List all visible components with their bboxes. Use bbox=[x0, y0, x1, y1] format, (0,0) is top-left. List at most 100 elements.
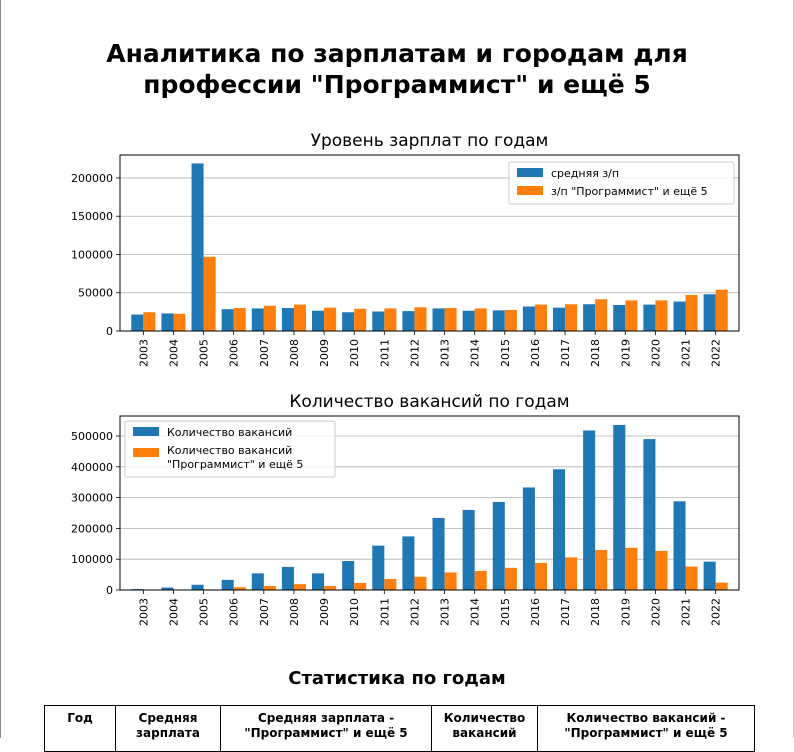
y-tick-label: 50000 bbox=[78, 287, 113, 300]
bar-avg-2021 bbox=[673, 302, 685, 331]
report-title: Аналитика по зарплатам и городам для про… bbox=[0, 38, 794, 100]
bar-prof-2020 bbox=[655, 300, 667, 331]
bar-prof-2008 bbox=[294, 584, 306, 590]
bar-prof-2013 bbox=[445, 572, 457, 590]
bar-prof-2011 bbox=[384, 579, 396, 590]
x-tick-label: 2003 bbox=[137, 598, 150, 626]
y-tick-label: 500000 bbox=[71, 430, 113, 443]
bar-prof-2022 bbox=[716, 290, 728, 331]
bar-avg-2014 bbox=[463, 510, 475, 590]
x-tick-label: 2005 bbox=[198, 339, 211, 367]
bar-prof-2019 bbox=[625, 548, 637, 590]
x-tick-label: 2004 bbox=[167, 598, 180, 626]
bar-avg-2012 bbox=[402, 536, 414, 590]
x-tick-label: 2012 bbox=[408, 598, 421, 626]
legend-swatch-1 bbox=[133, 448, 159, 457]
x-tick-label: 2018 bbox=[589, 339, 602, 367]
stats-title: Статистика по годам bbox=[0, 668, 794, 689]
x-tick-label: 2015 bbox=[499, 339, 512, 367]
bar-avg-2015 bbox=[493, 310, 505, 331]
bar-avg-2017 bbox=[553, 308, 565, 331]
bar-avg-2010 bbox=[342, 561, 354, 590]
bar-prof-2013 bbox=[445, 308, 457, 331]
bar-prof-2007 bbox=[264, 586, 276, 590]
y-tick-label: 400000 bbox=[71, 461, 113, 474]
x-tick-label: 2016 bbox=[529, 339, 542, 367]
bar-prof-2018 bbox=[595, 550, 607, 590]
bar-avg-2012 bbox=[402, 311, 414, 331]
legend-label-0: средняя з/п bbox=[551, 167, 619, 180]
vacancy-chart: Количество вакансий по годам 0 100000 20000… bbox=[0, 384, 794, 634]
bar-prof-2009 bbox=[324, 308, 336, 331]
bar-prof-2017 bbox=[565, 304, 577, 331]
report-title-line-2: профессии "Программист" и ещё 5 bbox=[0, 69, 794, 100]
bar-prof-2011 bbox=[384, 308, 396, 331]
chart-title: Количество вакансий по годам bbox=[289, 392, 569, 412]
bar-prof-2018 bbox=[595, 299, 607, 331]
x-tick-label: 2014 bbox=[469, 339, 482, 367]
x-tick-label: 2017 bbox=[559, 598, 572, 626]
salary-chart: Уровень зарплат по годам0500001000001500… bbox=[0, 124, 794, 379]
bar-prof-2008 bbox=[294, 305, 306, 331]
bar-prof-2006 bbox=[234, 308, 246, 331]
x-tick-label: 2006 bbox=[228, 598, 241, 626]
bar-avg-2018 bbox=[583, 430, 595, 590]
x-tick-label: 2015 bbox=[499, 598, 512, 626]
x-tick-label: 2010 bbox=[348, 339, 361, 367]
bar-prof-2012 bbox=[414, 307, 426, 331]
bar-avg-2022 bbox=[704, 562, 716, 590]
x-tick-label: 2016 bbox=[529, 598, 542, 626]
y-tick-label: 100000 bbox=[71, 248, 113, 261]
bar-avg-2018 bbox=[583, 304, 595, 331]
x-tick-label: 2020 bbox=[649, 339, 662, 367]
y-tick-label: 150000 bbox=[71, 210, 113, 223]
bar-prof-2005 bbox=[204, 257, 216, 331]
x-tick-label: 2020 bbox=[649, 598, 662, 626]
bar-prof-2019 bbox=[625, 300, 637, 331]
y-tick-label: 200000 bbox=[71, 172, 113, 185]
bar-avg-2009 bbox=[312, 311, 324, 331]
y-tick-label: 100000 bbox=[71, 553, 113, 566]
y-tick-label: 0 bbox=[106, 325, 113, 338]
bar-prof-2004 bbox=[173, 314, 185, 331]
x-tick-label: 2019 bbox=[619, 598, 632, 626]
y-tick-label: 300000 bbox=[71, 492, 113, 505]
bar-prof-2003 bbox=[143, 312, 155, 331]
legend-label-0: Количество вакансий bbox=[167, 426, 292, 439]
bar-avg-2008 bbox=[282, 567, 294, 590]
legend-label-1: з/п "Программист" и ещё 5 bbox=[551, 185, 708, 198]
x-tick-label: 2006 bbox=[228, 339, 241, 367]
bar-avg-2017 bbox=[553, 469, 565, 590]
bar-prof-2021 bbox=[686, 295, 698, 331]
bar-avg-2005 bbox=[192, 585, 204, 590]
bar-avg-2019 bbox=[613, 425, 625, 590]
legend-swatch-1 bbox=[517, 186, 543, 195]
bar-prof-2012 bbox=[414, 577, 426, 590]
bar-avg-2013 bbox=[433, 308, 445, 331]
bar-avg-2013 bbox=[433, 518, 445, 590]
bar-prof-2010 bbox=[354, 583, 366, 590]
x-tick-label: 2011 bbox=[378, 598, 391, 626]
x-tick-label: 2008 bbox=[288, 339, 301, 367]
x-tick-label: 2007 bbox=[258, 598, 271, 626]
bar-prof-2014 bbox=[475, 571, 487, 590]
x-tick-label: 2005 bbox=[198, 598, 211, 626]
legend-swatch-0 bbox=[517, 168, 543, 177]
bar-avg-2004 bbox=[161, 313, 173, 331]
x-tick-label: 2008 bbox=[288, 598, 301, 626]
x-tick-label: 2022 bbox=[710, 598, 723, 626]
bar-prof-2016 bbox=[535, 563, 547, 590]
x-tick-label: 2010 bbox=[348, 598, 361, 626]
bar-avg-2015 bbox=[493, 502, 505, 590]
bar-avg-2022 bbox=[704, 294, 716, 331]
bar-prof-2022 bbox=[716, 583, 728, 590]
bar-prof-2014 bbox=[475, 308, 487, 331]
y-tick-label: 0 bbox=[106, 584, 113, 597]
bar-prof-2016 bbox=[535, 305, 547, 331]
bar-avg-2020 bbox=[643, 439, 655, 590]
y-tick-label: 200000 bbox=[71, 522, 113, 535]
bar-avg-2008 bbox=[282, 308, 294, 331]
